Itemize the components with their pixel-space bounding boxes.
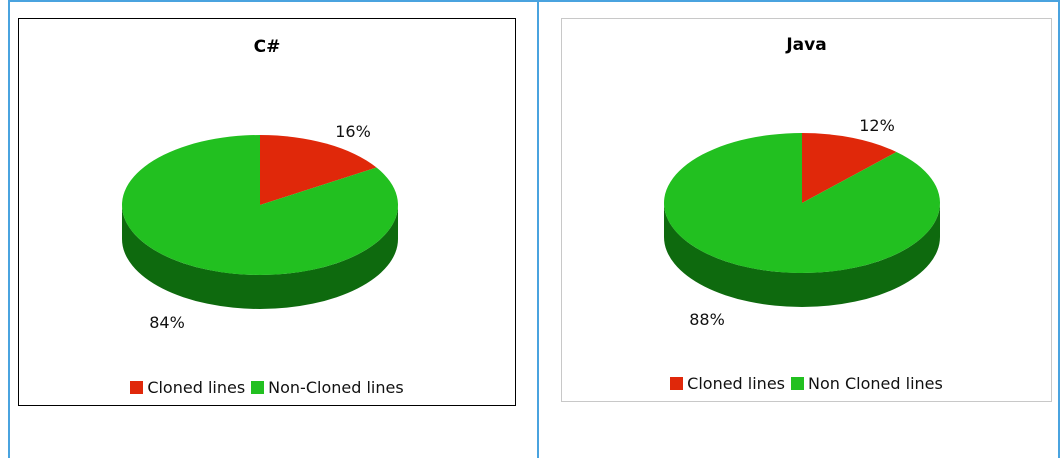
legend-item-cloned: Cloned lines: [130, 378, 245, 397]
legend-label-cloned: Cloned lines: [147, 378, 246, 397]
chart-legend: Cloned lines Non-Cloned lines: [19, 378, 515, 397]
chart-frame-csharp: C# 16% 84% Cloned lines Non-Cloned lines: [18, 18, 516, 406]
legend-item-non-cloned: Non-Cloned lines: [251, 378, 404, 397]
legend-label-cloned: Cloned lines: [687, 374, 785, 393]
legend-label-non-cloned: Non Cloned lines: [808, 374, 943, 393]
legend-item-cloned: Cloned lines: [670, 374, 785, 393]
pie-chart-csharp: 16% 84%: [121, 122, 398, 332]
legend-swatch-non-cloned: [251, 381, 265, 394]
pie-label-0: 16%: [335, 122, 371, 141]
legend-item-non-cloned: Non Cloned lines: [791, 374, 943, 393]
pie-label-1: 88%: [689, 310, 725, 329]
chart-frame-java: Java 12% 88% Cloned lines Non Cloned line…: [561, 18, 1052, 402]
chart-legend: Cloned lines Non Cloned lines: [562, 374, 1051, 393]
pie-chart-java: 12% 88%: [664, 116, 940, 329]
pie-label-0: 12%: [859, 116, 895, 135]
chart-title: Java: [786, 35, 827, 55]
pie-side-1: [122, 205, 398, 309]
pie-slice-1: [664, 133, 940, 273]
legend-swatch-cloned: [130, 381, 144, 394]
pie-slice-0: [260, 135, 377, 205]
pie-slice-1: [121, 135, 398, 275]
legend-swatch-non-cloned: [791, 377, 804, 390]
pie-slice-0: [802, 133, 897, 203]
legend-label-non-cloned: Non-Cloned lines: [268, 378, 404, 397]
legend-swatch-cloned: [670, 377, 684, 390]
table-cell-left: [8, 0, 537, 458]
chart-title: C#: [253, 37, 281, 57]
pie-side-1: [664, 203, 940, 307]
table-cell-right: [537, 0, 1060, 458]
pie-label-1: 84%: [149, 313, 185, 332]
